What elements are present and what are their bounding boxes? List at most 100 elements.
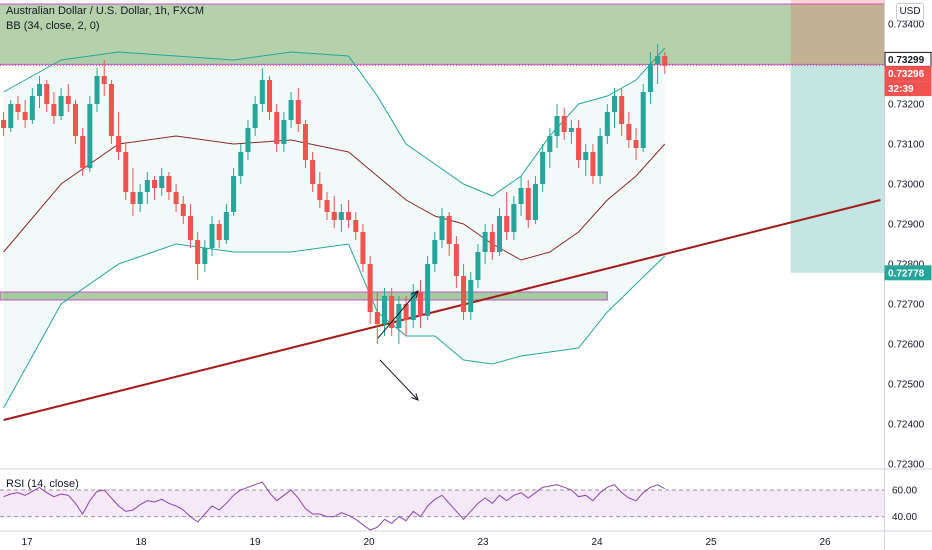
candle-body xyxy=(439,216,445,240)
candle-body xyxy=(1,120,7,128)
price-tick-label[interactable]: 0.72600 xyxy=(888,340,925,351)
time-tick-label: 24 xyxy=(591,537,603,548)
candle-body xyxy=(8,104,14,128)
candle-body xyxy=(461,276,467,312)
bollinger-basis xyxy=(3,135,666,261)
candle-body xyxy=(446,216,452,244)
rsi-indicator-label[interactable]: RSI (14, close) xyxy=(6,478,79,490)
time-tick-label: 17 xyxy=(21,537,33,548)
stop-loss-zone xyxy=(790,0,884,65)
candle-body xyxy=(223,212,229,240)
candle-body xyxy=(166,176,172,192)
candle-body xyxy=(245,128,251,152)
candle-body xyxy=(15,104,21,112)
candle-body xyxy=(288,100,294,120)
candle-body xyxy=(482,232,488,252)
candle-body xyxy=(353,220,359,232)
price-tick-label[interactable]: 0.73400 xyxy=(888,20,925,31)
candle-body xyxy=(159,176,165,188)
price-tag-bg xyxy=(884,66,932,82)
candle-body xyxy=(511,204,517,232)
candle-body xyxy=(152,180,158,188)
candle-body xyxy=(324,200,330,212)
arrow-up-head xyxy=(411,290,419,298)
trendline-layer xyxy=(3,199,881,421)
candle-body xyxy=(231,176,237,212)
currency-button[interactable]: USD xyxy=(896,3,924,21)
time-tick-label: 25 xyxy=(705,537,717,548)
time-tick-label: 20 xyxy=(363,537,375,548)
candle-body xyxy=(619,96,625,124)
candle-body xyxy=(389,296,395,328)
candle-body xyxy=(180,204,186,216)
bollinger-lower xyxy=(3,243,666,409)
candle-body xyxy=(44,84,50,104)
price-tick-label[interactable]: 0.72900 xyxy=(888,220,925,231)
candle-body xyxy=(51,104,57,116)
candle-body xyxy=(504,216,510,232)
candle-body xyxy=(396,304,402,328)
candle-body xyxy=(662,56,668,66)
bb-indicator-label[interactable]: BB (34, close, 2, 0) xyxy=(6,20,100,32)
candles-layer xyxy=(1,44,668,344)
candle-body xyxy=(144,180,150,192)
candle-body xyxy=(561,116,567,132)
candle-body xyxy=(640,92,646,148)
candle-body xyxy=(425,264,431,316)
candle-body xyxy=(338,212,344,220)
candle-body xyxy=(604,112,610,136)
price-tick-label[interactable]: 0.72500 xyxy=(888,380,925,391)
candle-body xyxy=(317,184,323,200)
candle-body xyxy=(475,252,481,280)
price-tag-bg xyxy=(884,81,932,97)
candle-body xyxy=(381,296,388,324)
candle-body xyxy=(22,112,28,120)
axis-layer: 0.73400 0.73200 0.73100 0.73000 0.72900 0.728… xyxy=(21,0,932,550)
candle-body xyxy=(489,232,495,252)
candle-body xyxy=(281,120,287,144)
candle-body xyxy=(597,136,603,176)
candle-body xyxy=(37,84,43,96)
profit-target-zone xyxy=(790,64,884,273)
symbol-title[interactable]: Australian Dollar / U.S. Dollar, 1h, FXC… xyxy=(6,5,205,17)
candle-body xyxy=(626,124,632,140)
candle-body xyxy=(655,56,661,64)
price-tag: 32:39 xyxy=(888,84,914,95)
price-tag-bg xyxy=(884,265,932,281)
candle-body xyxy=(302,124,308,160)
price-tick-label[interactable]: 0.72700 xyxy=(888,300,925,311)
price-tick-label[interactable]: 0.72800 xyxy=(888,260,925,271)
price-tick-label[interactable]: 0.73100 xyxy=(888,140,925,151)
price-tick-label[interactable]: 0.72400 xyxy=(888,420,925,431)
candle-body xyxy=(65,96,71,104)
candle-body xyxy=(346,212,352,220)
candle-body xyxy=(72,104,78,136)
candle-body xyxy=(540,152,546,184)
time-tick-label: 26 xyxy=(819,537,831,548)
price-tick-label[interactable]: 0.73000 xyxy=(888,180,925,191)
price-tick-label[interactable]: 0.73200 xyxy=(888,100,925,111)
candle-body xyxy=(468,280,474,312)
price-tick-label[interactable]: 0.72300 xyxy=(888,460,925,471)
candle-body xyxy=(410,292,416,320)
candle-body xyxy=(58,96,64,116)
candle-body xyxy=(101,76,107,84)
candle-body xyxy=(295,100,301,124)
candle-body xyxy=(123,152,129,192)
candle-body xyxy=(374,312,380,324)
candle-body xyxy=(187,216,193,240)
candle-body xyxy=(195,240,201,264)
candle-body xyxy=(360,232,366,264)
rsi-tick-label: 40.00 xyxy=(892,512,917,523)
candle-body xyxy=(209,224,215,248)
candle-body xyxy=(576,128,582,160)
price-tag: 0.72778 xyxy=(888,268,925,279)
candle-body xyxy=(202,248,208,264)
candle-body xyxy=(29,96,35,120)
candle-body xyxy=(137,192,143,204)
candle-body xyxy=(453,244,459,276)
ascending-trendline xyxy=(3,199,881,421)
candle-body xyxy=(130,192,136,204)
rsi-tick-label: 60.00 xyxy=(892,486,917,497)
